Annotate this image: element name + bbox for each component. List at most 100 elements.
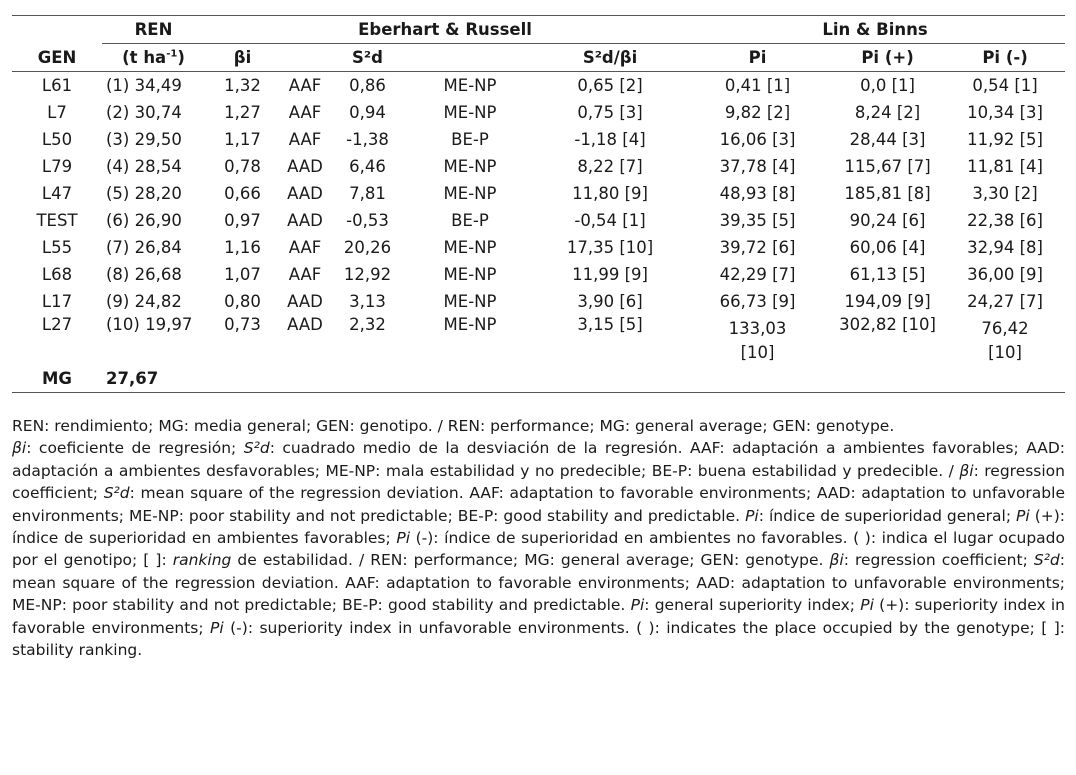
cell-gen: L79 bbox=[41, 157, 73, 176]
note-text: βi bbox=[959, 461, 974, 480]
cell-pip: 0,0 [1] bbox=[860, 76, 915, 95]
note-text: Pi bbox=[745, 506, 759, 525]
group-header-row: REN Eberhart & Russell Lin & Binns bbox=[12, 15, 1066, 44]
cell-pip: 60,06 [4] bbox=[849, 238, 926, 257]
note-text: S²d bbox=[103, 484, 130, 503]
cell-ren: (7) 26,84 bbox=[106, 238, 182, 257]
header-ren-unit: (t ha-1) bbox=[122, 48, 185, 67]
cell-stab: BE-P bbox=[451, 130, 489, 149]
table-row: L47 (5) 28,20 0,66 AAD 7,81 ME-NP 11,80 [9] 48,… bbox=[12, 180, 1065, 207]
cell-gen: L55 bbox=[41, 238, 73, 257]
cell-s2d: 3,13 bbox=[349, 292, 386, 311]
note-text: (-): superiority index in unfavorable en… bbox=[12, 618, 1066, 660]
note-text: Pi bbox=[1016, 506, 1030, 525]
note-text: ranking bbox=[172, 551, 232, 570]
cell-pip: 185,81 [8] bbox=[844, 184, 931, 203]
cell-s2d: 7,81 bbox=[349, 184, 386, 203]
cell-ren: (8) 26,68 bbox=[106, 265, 182, 284]
note-text: Pi bbox=[630, 596, 645, 615]
cell-pi: 39,72 [6] bbox=[719, 238, 796, 257]
cell-s2d: 0,86 bbox=[349, 76, 386, 95]
header-gen: GEN bbox=[37, 47, 77, 67]
cell-cls: AAF bbox=[288, 265, 322, 284]
note-paragraph: βi: coeficiente de regresión; S²d: cuadr… bbox=[12, 437, 1065, 661]
note-text: : índice de superioridad general; bbox=[758, 506, 1017, 525]
cell-pi: 9,82 [2] bbox=[724, 103, 791, 122]
table-row: L61 (1) 34,49 1,32 AAF 0,86 ME-NP 0,65 [2] 0,41… bbox=[12, 72, 1065, 100]
mg-value: 27,67 bbox=[106, 369, 159, 388]
cell-bi: 1,16 bbox=[224, 238, 261, 257]
cell-cls: AAD bbox=[287, 315, 323, 334]
cell-s2dbi: 3,90 [6] bbox=[577, 292, 643, 311]
cell-s2dbi: 11,99 [9] bbox=[572, 265, 648, 284]
note-text: : mean square of the regression deviatio… bbox=[12, 551, 1065, 615]
cell-pi: 0,41 [1] bbox=[724, 76, 791, 95]
cell-s2dbi: 0,75 [3] bbox=[577, 103, 643, 122]
cell-cls: AAF bbox=[288, 76, 322, 95]
note-text: Pi bbox=[860, 596, 874, 615]
cell-cls: AAD bbox=[287, 157, 323, 176]
header-pi-minus: Pi (-) bbox=[982, 48, 1028, 67]
cell-ren: (1) 34,49 bbox=[106, 76, 182, 95]
note-text: (+): superiority index in favorable envi… bbox=[12, 596, 1066, 637]
note-text: S²d bbox=[243, 439, 270, 458]
note-text: REN: rendimiento; MG: media general; GEN… bbox=[12, 417, 895, 435]
header-lin-binns: Lin & Binns bbox=[685, 15, 1066, 44]
cell-s2dbi: -1,18 [4] bbox=[574, 130, 646, 149]
cell-gen: L27 bbox=[41, 315, 73, 334]
table-notes: REN: rendimiento; MG: media general; GEN… bbox=[12, 415, 1065, 661]
cell-bi: 1,07 bbox=[224, 265, 261, 284]
cell-s2d: -0,53 bbox=[346, 211, 389, 230]
cell-s2d: 12,92 bbox=[343, 265, 392, 284]
cell-bi: 1,17 bbox=[224, 130, 261, 149]
table-row: TEST (6) 26,90 0,97 AAD -0,53 BE-P -0,54 [1] 39… bbox=[12, 207, 1065, 234]
mg-label: MG bbox=[42, 369, 72, 388]
cell-ren: (3) 29,50 bbox=[106, 130, 182, 149]
note-text: : regression coefficient; bbox=[843, 551, 1034, 570]
cell-gen: L7 bbox=[47, 103, 67, 122]
cell-pim: 76,42 [10] bbox=[945, 315, 1065, 365]
cell-bi: 0,80 bbox=[224, 292, 261, 311]
note-text: βi bbox=[12, 439, 27, 458]
note-text: : coeficiente de regresión; bbox=[26, 439, 244, 458]
header-eberhart-russell: Eberhart & Russell bbox=[205, 15, 686, 44]
cell-s2d: 2,32 bbox=[349, 315, 386, 334]
cell-stab: ME-NP bbox=[443, 184, 497, 203]
header-ren: REN bbox=[102, 15, 205, 44]
cell-pip: 8,24 [2] bbox=[854, 103, 921, 122]
cell-s2d: 0,94 bbox=[349, 103, 386, 122]
note-text: Pi bbox=[396, 529, 410, 548]
cell-ren: (2) 30,74 bbox=[106, 103, 182, 122]
table-row: L27 (10) 19,97 0,73 AAD 2,32 ME-NP 3,15 [5] 133… bbox=[12, 315, 1065, 365]
cell-bi: 0,66 bbox=[224, 184, 261, 203]
mean-row: MG 27,67 bbox=[12, 365, 1066, 393]
column-header-row: GEN (t ha-1) βi S²d S²d/βi Pi Pi (+) Pi … bbox=[12, 44, 1066, 72]
cell-ren: (9) 24,82 bbox=[106, 292, 182, 311]
cell-gen: L68 bbox=[41, 265, 73, 284]
cell-pim: 11,92 [5] bbox=[967, 130, 1043, 149]
cell-pi: 39,35 [5] bbox=[719, 211, 796, 230]
note-text: : cuadrado medio de la desviación de la … bbox=[12, 439, 1065, 480]
cell-pip: 90,24 [6] bbox=[849, 211, 926, 230]
note-paragraph: REN: rendimiento; MG: media general; GEN… bbox=[12, 415, 1065, 437]
cell-ren: (6) 26,90 bbox=[106, 211, 182, 230]
cell-stab: BE-P bbox=[451, 211, 489, 230]
cell-pim: 24,27 [7] bbox=[967, 292, 1043, 311]
cell-pi: 42,29 [7] bbox=[719, 265, 796, 284]
cell-s2dbi: 0,65 [2] bbox=[577, 76, 643, 95]
note-text: : regression coefficient; bbox=[12, 461, 1065, 503]
cell-pip: 302,82 [10] bbox=[839, 315, 936, 334]
cell-pip: 194,09 [9] bbox=[844, 292, 931, 311]
cell-cls: AAF bbox=[288, 130, 322, 149]
note-text: (-): índice de superioridad en ambientes… bbox=[12, 529, 1065, 570]
note-text: Pi bbox=[210, 618, 224, 637]
table-row: L50 (3) 29,50 1,17 AAF -1,38 BE-P -1,18 [4] 16,… bbox=[12, 126, 1065, 153]
cell-stab: ME-NP bbox=[443, 265, 497, 284]
cell-gen: TEST bbox=[36, 211, 78, 230]
cell-s2d: 6,46 bbox=[349, 157, 386, 176]
cell-pi: 48,93 [8] bbox=[719, 184, 796, 203]
cell-pi: 66,73 [9] bbox=[719, 292, 796, 311]
cell-s2d: 20,26 bbox=[343, 238, 392, 257]
cell-pim: 0,54 [1] bbox=[972, 76, 1038, 95]
cell-ren: (10) 19,97 bbox=[106, 315, 193, 334]
